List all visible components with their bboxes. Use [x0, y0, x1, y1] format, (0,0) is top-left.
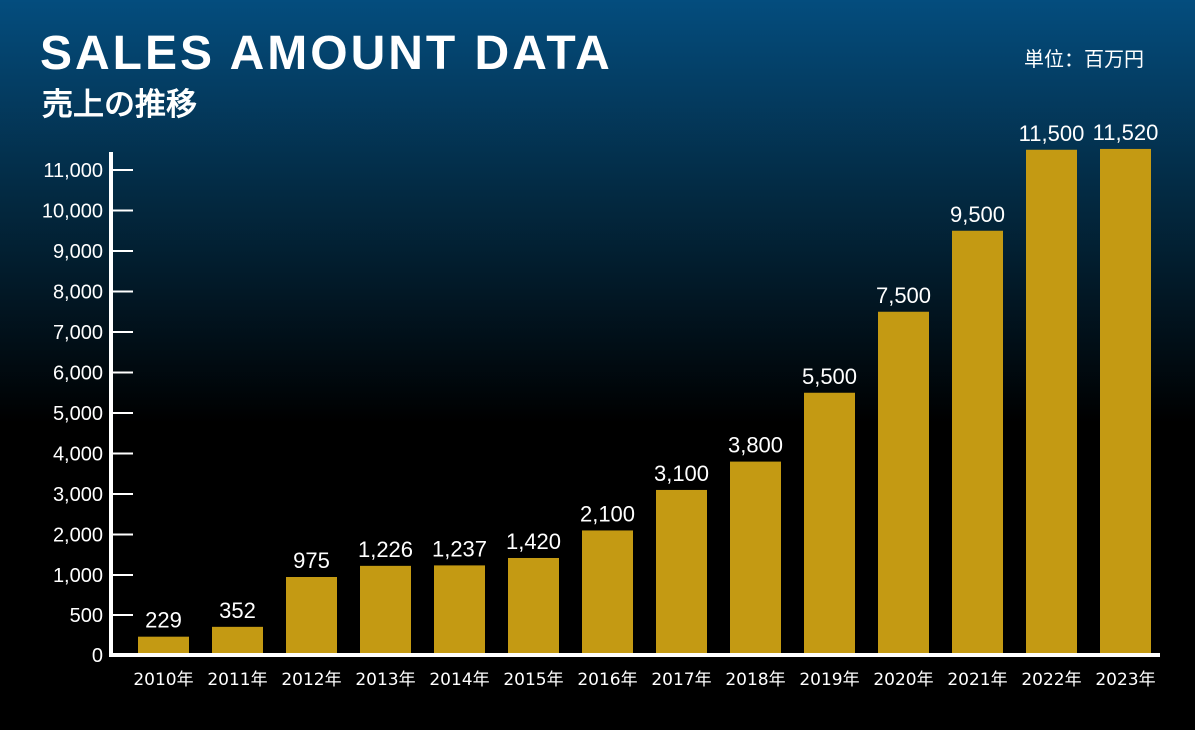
x-tick-label: 2019年: [799, 670, 859, 690]
x-tick-label: 2010年: [133, 670, 193, 690]
data-label: 3,100: [654, 461, 709, 486]
x-tick-label: 2015年: [503, 670, 563, 690]
unit-label: 単位：百万円: [1024, 47, 1144, 71]
y-tick-label: 500: [70, 605, 103, 627]
x-tick-label: 2017年: [651, 670, 711, 690]
chart-title: SALES AMOUNT DATA: [40, 27, 613, 80]
bar: [1026, 149, 1077, 655]
bar: [878, 311, 929, 655]
bar: [286, 577, 337, 655]
value-labels: 229 352 975 1,226 1,237 1,420 2,100 3,100 3,800 5…: [145, 120, 1158, 633]
bar: [1100, 148, 1151, 655]
data-label: 11,520: [1093, 120, 1159, 145]
data-label: 7,500: [876, 283, 931, 308]
x-tick-label: 2022年: [1021, 670, 1081, 690]
bar: [582, 530, 633, 655]
y-tick-label: 3,000: [53, 484, 103, 506]
bar: [360, 565, 411, 655]
bar: [804, 392, 855, 655]
y-tick-label: 1,000: [53, 565, 103, 587]
y-axis: 0 500 1,000 2,000 3,000 4,000 5,000 6,000 7,000 8…: [42, 152, 133, 667]
x-tick-label: 2013年: [355, 670, 415, 690]
data-label: 229: [145, 608, 182, 633]
bar: [434, 565, 485, 655]
bar: [656, 489, 707, 655]
data-label: 1,226: [358, 537, 413, 562]
data-label: 2,100: [580, 501, 635, 526]
bar: [138, 636, 189, 655]
data-label: 5,500: [802, 364, 857, 389]
y-tick-label: 11,000: [43, 160, 103, 182]
x-tick-label: 2014年: [429, 670, 489, 690]
data-label: 9,500: [950, 202, 1005, 227]
y-tick-label: 7,000: [53, 322, 103, 344]
data-label: 975: [293, 548, 330, 573]
x-tick-label: 2023年: [1095, 670, 1155, 690]
x-tick-label: 2016年: [577, 670, 637, 690]
bar: [508, 557, 559, 655]
y-tick-label: 2,000: [53, 525, 103, 547]
bars: [138, 148, 1151, 655]
data-label: 1,237: [432, 536, 487, 561]
y-tick-label: 4,000: [53, 444, 103, 466]
bar: [212, 626, 263, 655]
x-axis: 2010年 2011年 2012年 2013年 2014年 2015年 2016年 2017年…: [109, 653, 1160, 690]
y-tick-label: 0: [92, 645, 103, 667]
chart-subtitle: 売上の推移: [42, 87, 197, 123]
y-tick-label: 6,000: [53, 363, 103, 385]
data-label: 1,420: [506, 529, 561, 554]
x-tick-label: 2021年: [947, 670, 1007, 690]
x-tick-label: 2018年: [725, 670, 785, 690]
x-tick-label: 2012年: [281, 670, 341, 690]
data-label: 352: [219, 598, 256, 623]
y-tick-label: 5,000: [53, 403, 103, 425]
x-tick-label: 2011年: [207, 670, 267, 690]
bar: [952, 230, 1003, 655]
y-tick-label: 8,000: [53, 282, 103, 304]
bar: [730, 461, 781, 655]
y-tick-label: 9,000: [53, 241, 103, 263]
data-label: 11,500: [1019, 121, 1085, 146]
x-tick-label: 2020年: [873, 670, 933, 690]
y-tick-label: 10,000: [42, 201, 103, 223]
data-label: 3,800: [728, 433, 783, 458]
